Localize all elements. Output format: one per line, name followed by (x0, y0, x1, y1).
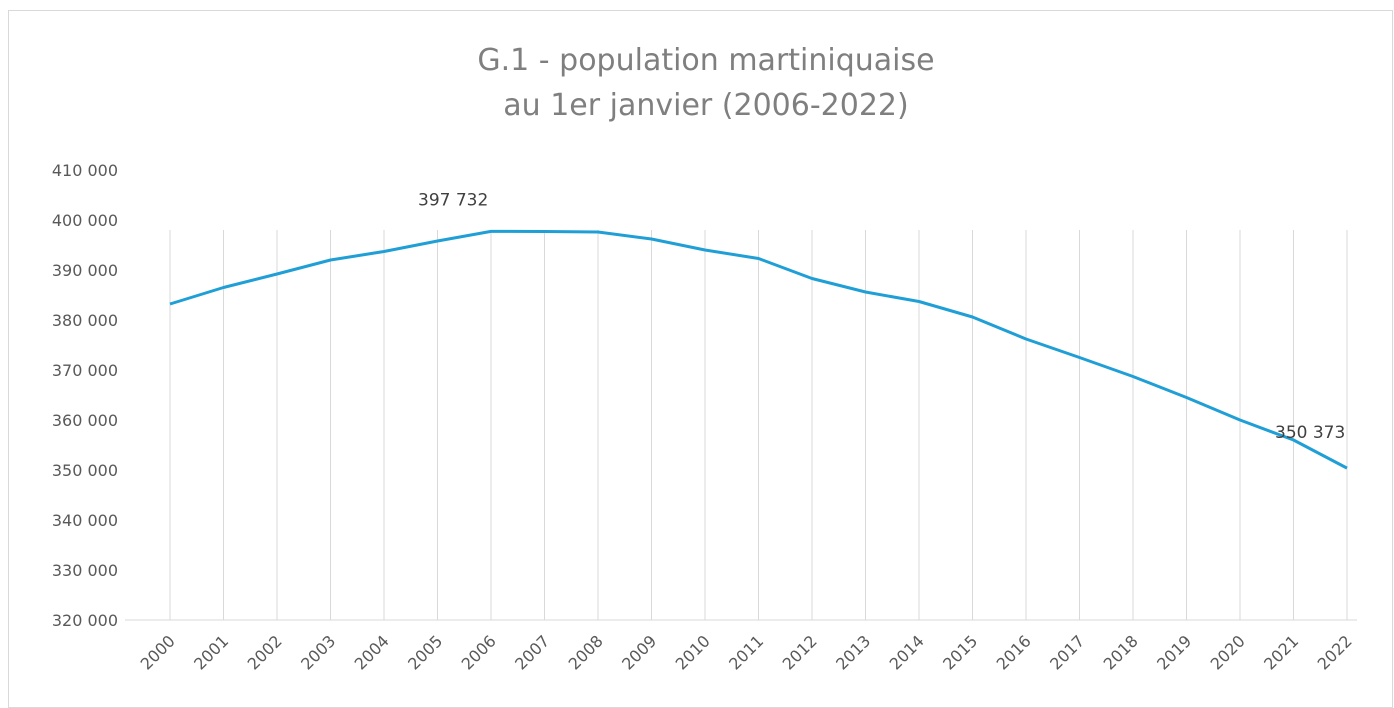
y-tick-label: 340 000 (52, 511, 118, 530)
y-tick-label: 360 000 (52, 411, 118, 430)
chart-title: G.1 - population martiniquaise (477, 43, 934, 78)
y-tick-label: 400 000 (52, 211, 118, 230)
chart-border (8, 10, 1393, 708)
data-label: 397 732 (418, 190, 488, 210)
y-tick-label: 350 000 (52, 461, 118, 480)
y-tick-label: 330 000 (52, 561, 118, 580)
y-tick-label: 390 000 (52, 261, 118, 280)
chart-title: au 1er janvier (2006-2022) (503, 88, 908, 123)
y-tick-label: 370 000 (52, 361, 118, 380)
y-tick-label: 380 000 (52, 311, 118, 330)
data-label: 350 373 (1275, 423, 1345, 443)
data-line (169, 229, 1348, 470)
y-tick-label: 410 000 (52, 161, 118, 180)
y-tick-label: 320 000 (52, 611, 118, 630)
